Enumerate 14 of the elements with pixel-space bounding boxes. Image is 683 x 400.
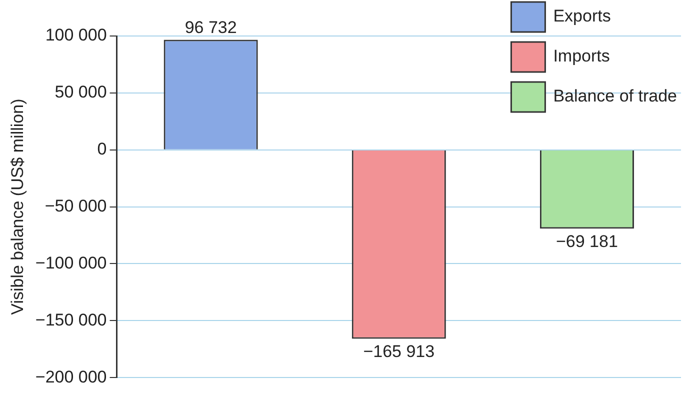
- y-tick-label: 100 000: [45, 26, 107, 45]
- y-tick-label: 0: [97, 140, 107, 159]
- data-label: 96 732: [184, 18, 237, 37]
- y-tick-label: −150 000: [35, 310, 107, 330]
- data-label: −165 913: [363, 342, 435, 361]
- y-tick-label: −100 000: [35, 253, 107, 272]
- legend-label: Balance of trade: [553, 86, 678, 106]
- y-tick-label: −50 000: [44, 196, 107, 216]
- data-label: −69 181: [556, 232, 618, 251]
- legend-label: Imports: [553, 46, 610, 66]
- y-tick-label: 50 000: [54, 82, 107, 102]
- legend-label: Exports: [553, 6, 611, 26]
- y-tick-label: −200 000: [35, 367, 107, 386]
- y-axis-title: Visible balance (US$ million): [8, 98, 27, 315]
